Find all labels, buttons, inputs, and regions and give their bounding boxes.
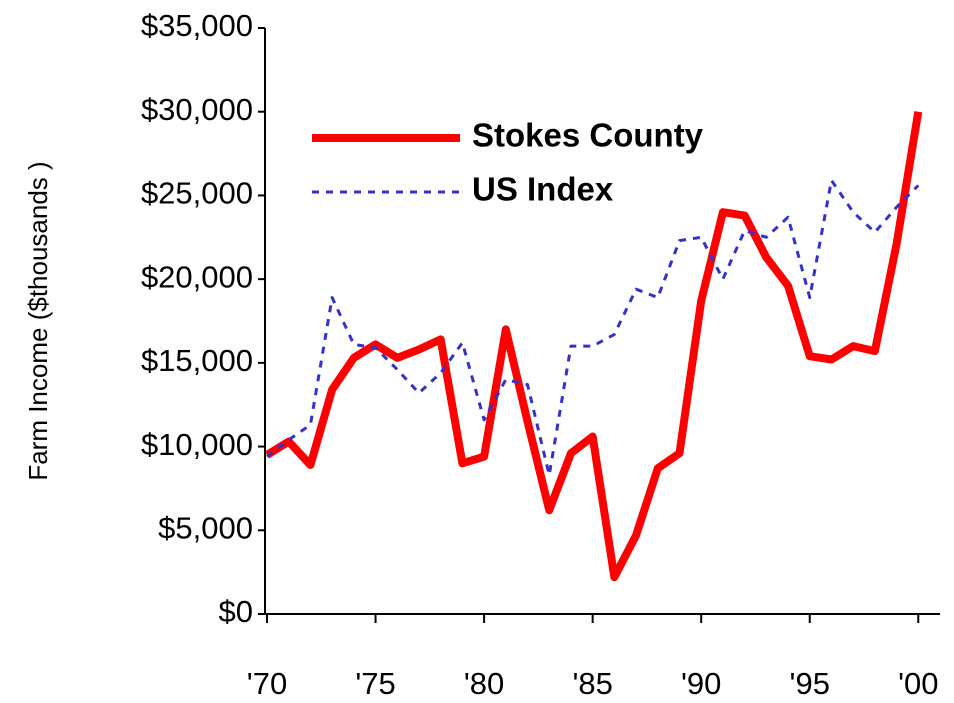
x-tick-label: '80 (464, 666, 504, 701)
series-line (264, 111, 923, 582)
y-tick-label: $10,000 (141, 427, 253, 462)
x-tick-label: '95 (790, 666, 830, 701)
x-tick-label: '75 (355, 666, 395, 701)
x-tick-label: '70 (247, 666, 287, 701)
x-tick-label: '00 (898, 666, 938, 701)
y-tick-label: $35,000 (141, 8, 253, 43)
y-tick-label: $20,000 (141, 259, 253, 294)
y-tick-label: $0 (219, 594, 253, 629)
y-tick-label: $5,000 (158, 510, 253, 545)
y-tick-label: $15,000 (141, 343, 253, 378)
legend-label: Stokes County (472, 117, 704, 154)
y-tick-label: $25,000 (141, 176, 253, 211)
x-tick-label: '90 (681, 666, 721, 701)
series-line (266, 178, 920, 477)
y-axis-label: Farm Income ($thousands ) (23, 161, 53, 480)
legend-label: US Index (472, 171, 614, 208)
y-tick-label: $30,000 (141, 92, 253, 127)
x-tick-label: '85 (572, 666, 612, 701)
